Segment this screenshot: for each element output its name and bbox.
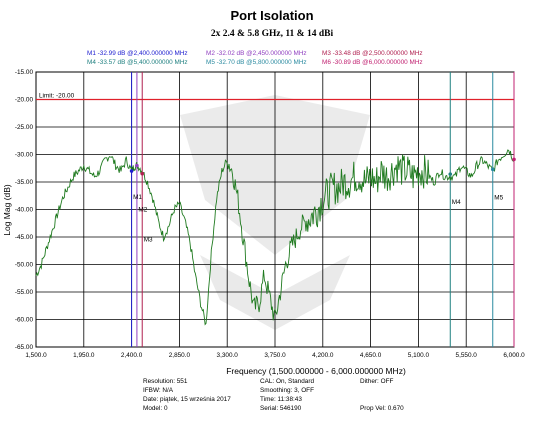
marker-readout-m6: M6 -30.89 dB @6,000.000000 MHz — [322, 59, 423, 66]
y-tick-label: -50.00 — [15, 262, 34, 269]
marker-points: M1 M2 M3 M4 M5 — [129, 157, 516, 244]
x-tick-label: 4,200.0 — [312, 352, 334, 359]
y-tick-label: -30.00 — [15, 152, 34, 159]
marker-readout-m4: M4 -33.57 dB @5,400.000000 MHz — [87, 59, 188, 66]
marker-lines — [131, 72, 515, 347]
x-tick-label: 1,500.0 — [25, 352, 47, 359]
x-tick-label: 6,000.0 — [503, 352, 525, 359]
footer-serial: Serial: 546190 — [260, 405, 302, 412]
y-tick-label: -55.00 — [15, 289, 34, 296]
y-tick-labels: -15.00 -20.00 -25.00 -30.00 -35.00 -40.00 -45.… — [15, 69, 34, 351]
y-tick-label: -20.00 — [15, 97, 34, 104]
chart-title: Port Isolation — [230, 8, 313, 23]
marker-readout-m1: M1 -32.99 dB @2,400.000000 MHz — [87, 50, 188, 57]
marker-label-m5: M5 — [494, 194, 503, 201]
marker-point-m6 — [512, 157, 516, 162]
trace — [35, 149, 515, 326]
limit-line-label: Limit: -20.00 — [39, 93, 75, 100]
marker-readout-m2: M2 -32.02 dB @2,450.000000 MHz — [206, 50, 307, 57]
marker-point-m2 — [135, 163, 139, 168]
x-tick-label: 5,550.0 — [456, 352, 478, 359]
trace-line — [35, 149, 515, 326]
y-tick-label: -45.00 — [15, 234, 34, 241]
marker-readout-m3: M3 -33.48 dB @2,500.000000 MHz — [322, 50, 423, 57]
x-tick-label: 5,100.0 — [408, 352, 430, 359]
marker-label-m3: M3 — [144, 237, 153, 244]
footer-date: Date: piątek, 15 września 2017 — [143, 396, 231, 403]
marker-point-m4 — [448, 172, 453, 176]
y-tick-label: -25.00 — [15, 124, 34, 131]
y-tick-label: -40.00 — [15, 207, 34, 214]
x-tick-labels: 1,500.0 1,950.0 2,400.0 2,850.0 3,300.0 3,750… — [25, 352, 525, 359]
x-tick-label: 3,750.0 — [264, 352, 286, 359]
marker-readouts: M1 -32.99 dB @2,400.000000 MHz M2 -32.02… — [87, 50, 423, 66]
marker-label-m2: M2 — [138, 207, 147, 214]
footer-model: Model: 0 — [143, 405, 168, 412]
marker-readout-m5: M5 -32.70 dB @5,800.000000 MHz — [206, 59, 307, 66]
x-tick-label: 3,300.0 — [217, 352, 239, 359]
limit-line: Limit: -20.00 — [36, 93, 514, 101]
x-tick-label: 2,850.0 — [169, 352, 191, 359]
x-tick-label: 1,950.0 — [73, 352, 95, 359]
x-tick-label: 2,400.0 — [121, 352, 143, 359]
footer-time: Time: 11:38:43 — [260, 396, 302, 403]
footer-prop-vel: Prop Vel: 0.670 — [360, 405, 404, 412]
footer-cal: CAL: On, Standard — [260, 378, 314, 385]
footer-resolution: Resolution: 551 — [143, 378, 188, 385]
marker-point-m1 — [129, 169, 134, 173]
marker-point-m5 — [490, 167, 495, 172]
y-tick-label: -15.00 — [15, 69, 34, 76]
footer-info: Resolution: 551 IFBW: N/A Date: piątek, … — [143, 378, 404, 412]
y-tick-label: -35.00 — [15, 179, 34, 186]
marker-point-m3 — [140, 171, 145, 176]
marker-label-m1: M1 — [133, 194, 142, 201]
marker-label-m4: M4 — [452, 199, 461, 206]
y-axis-label: Log Mag (dB) — [2, 184, 12, 236]
footer-dither: Dither: OFF — [360, 378, 393, 385]
chart-subtitle: 2x 2.4 & 5.8 GHz, 11 & 14 dBi — [211, 29, 334, 39]
y-tick-label: -60.00 — [15, 317, 34, 324]
x-tick-label: 4,650.0 — [360, 352, 382, 359]
x-axis-label: Frequency (1,500.000000 - 6,000.000000 M… — [226, 366, 406, 376]
footer-ifbw: IFBW: N/A — [143, 387, 174, 394]
footer-smoothing: Smoothing: 3, OFF — [260, 387, 314, 394]
y-tick-label: -65.00 — [15, 344, 34, 351]
